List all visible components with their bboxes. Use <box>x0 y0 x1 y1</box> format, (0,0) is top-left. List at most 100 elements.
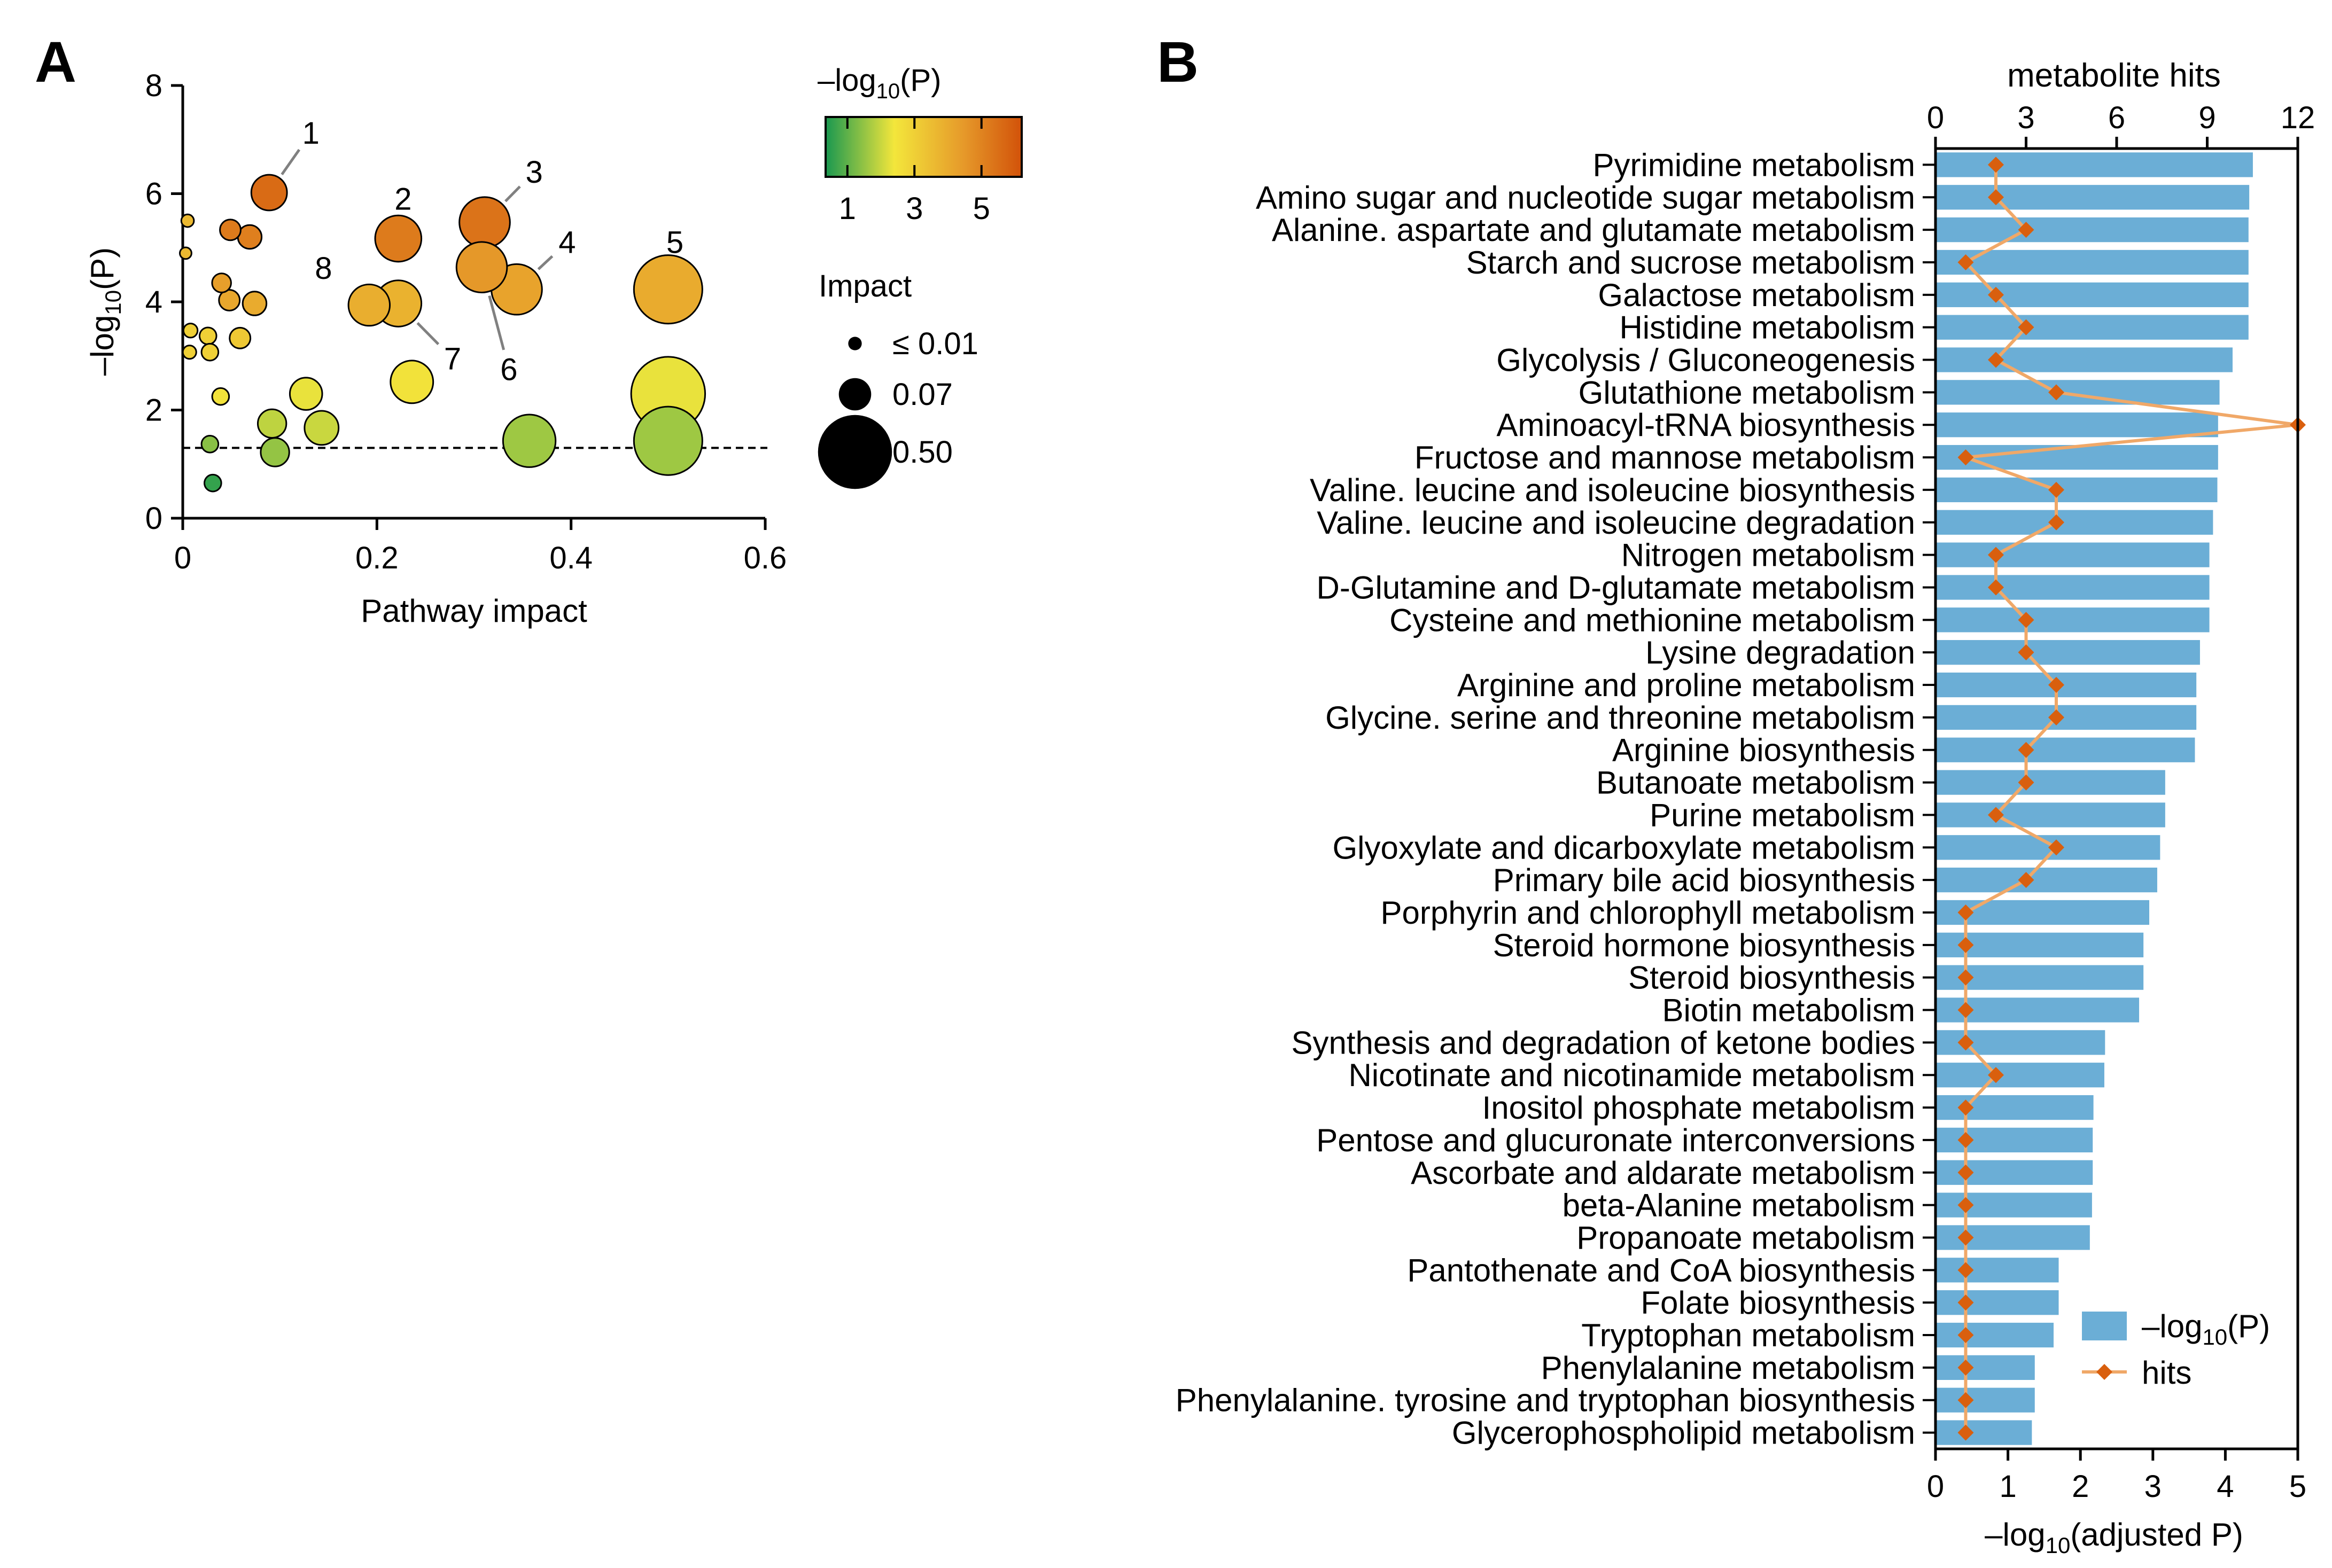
bar <box>1935 1258 2059 1283</box>
bottom-axis-title-main: –log <box>1985 1517 2045 1553</box>
category-label: Valine. leucine and isoleucine degradati… <box>1317 505 1915 541</box>
bubble-point <box>250 174 288 212</box>
bar <box>1935 249 2249 275</box>
bubble-point <box>347 283 391 327</box>
category-label: Lysine degradation <box>1645 635 1915 670</box>
hits-marker <box>1988 1067 2004 1083</box>
bar <box>1935 217 2249 243</box>
y-tick-label: 0 <box>145 501 162 536</box>
category-label: Phenylalanine metabolism <box>1541 1350 1915 1386</box>
hits-marker <box>2018 222 2034 238</box>
bar <box>1935 1290 2059 1315</box>
bar <box>1935 444 2218 470</box>
category-label: Propanoate metabolism <box>1576 1220 1915 1255</box>
hits-marker <box>1988 547 2004 563</box>
hits-marker <box>1957 1197 1974 1213</box>
bubble-point <box>211 387 230 406</box>
bar <box>1935 1063 2104 1088</box>
category-label: Nitrogen metabolism <box>1621 537 1915 573</box>
hits-marker <box>1988 807 2004 823</box>
bubble-point <box>179 246 192 260</box>
bottom-x-tick-label: 3 <box>2144 1469 2162 1504</box>
y-axis-title-suffix: (P) <box>84 247 120 290</box>
bar-chart-legend: –log10(P) hits <box>2082 1308 2270 1391</box>
y-tick-label: 2 <box>145 393 162 428</box>
colorbar-title: –log10(P) <box>818 63 941 103</box>
colorbar-tick-label: 1 <box>839 191 856 226</box>
x-tick-label: 0 <box>174 541 191 575</box>
annotation-label: 7 <box>444 341 461 376</box>
hits-marker <box>2018 742 2034 758</box>
category-label: Starch and sucrose metabolism <box>1466 245 1915 280</box>
category-label: Porphyrin and chlorophyll metabolism <box>1381 895 1916 931</box>
hits-marker <box>1957 1294 1974 1311</box>
category-label: Tryptophan metabolism <box>1581 1317 1915 1353</box>
bubble-point <box>455 241 508 294</box>
bubble-point <box>256 408 287 439</box>
y-axis-title: –log10(P) <box>84 247 126 376</box>
bar <box>1935 607 2210 633</box>
category-label: Inositol phosphate metabolism <box>1482 1090 1915 1126</box>
hits-marker <box>1988 579 2004 596</box>
category-label: Phenylalanine. tyrosine and tryptophan b… <box>1176 1383 1915 1418</box>
category-label: Amino sugar and nucleotide sugar metabol… <box>1256 180 1915 215</box>
colorbar-title-suffix: (P) <box>900 63 941 98</box>
category-label: Steroid biosynthesis <box>1628 960 1915 996</box>
hits-marker <box>2048 481 2064 498</box>
bar <box>1935 737 2195 762</box>
bar <box>1935 412 2218 438</box>
annotation-label: 6 <box>500 353 517 387</box>
category-label: Arginine biosynthesis <box>1612 732 1915 768</box>
legend-bar-swatch <box>2082 1312 2127 1340</box>
annotation-connector <box>537 255 554 270</box>
hits-marker <box>1957 1164 1974 1181</box>
x-tick-label: 0.6 <box>744 541 787 575</box>
category-label: Aminoacyl-tRNA biosynthesis <box>1496 407 1915 443</box>
bubble-point <box>390 360 434 404</box>
y-tick-label: 8 <box>145 68 162 103</box>
colorbar-tick-label: 5 <box>973 191 990 226</box>
legend-bar-label-suffix: (P) <box>2227 1308 2270 1344</box>
hits-marker <box>2018 319 2034 336</box>
annotation-label: 4 <box>558 225 576 260</box>
category-label: Arginine and proline metabolism <box>1457 667 1915 703</box>
bar <box>1935 282 2249 307</box>
top-x-tick-label: 6 <box>2108 100 2125 135</box>
x-axis-title: Pathway impact <box>361 593 587 629</box>
bubble-point <box>374 214 423 263</box>
bar <box>1935 640 2200 665</box>
top-x-tick-label: 3 <box>2017 100 2034 135</box>
legend-hits-marker <box>2096 1364 2112 1380</box>
bottom-x-tick-label: 2 <box>2072 1469 2089 1504</box>
category-label: D-Glutamine and D-glutamate metabolism <box>1317 570 1915 605</box>
category-label: Glycerophospholipid metabolism <box>1452 1415 1915 1451</box>
hits-marker <box>1988 157 2004 173</box>
category-label: Fructose and mannose metabolism <box>1414 440 1915 475</box>
hits-line <box>1963 165 2298 1433</box>
size-legend-label: ≤ 0.01 <box>892 326 978 361</box>
hits-marker <box>2018 872 2034 888</box>
bottom-axis-title: –log10(adjusted P) <box>1985 1517 2243 1558</box>
size-legend-label: 0.07 <box>892 377 953 412</box>
bar <box>1935 185 2250 210</box>
size-legend-circle <box>818 415 892 489</box>
hits-marker <box>1957 1392 1974 1408</box>
hits-marker <box>2048 709 2064 726</box>
bubble-point <box>182 322 199 339</box>
hits-marker <box>2018 644 2034 661</box>
category-label: Valine. leucine and isoleucine biosynthe… <box>1310 472 1915 508</box>
bar <box>1935 672 2197 698</box>
annotation-label: 5 <box>666 225 683 260</box>
bottom-x-tick-label: 4 <box>2217 1469 2234 1504</box>
y-tick-label: 4 <box>145 285 162 319</box>
annotation-label: 2 <box>394 182 411 217</box>
category-label: Cysteine and methionine metabolism <box>1389 602 1915 638</box>
colorbar-title-subscript: 10 <box>876 80 900 103</box>
bubble-point <box>211 272 232 293</box>
category-label: Purine metabolism <box>1650 797 1915 833</box>
bar <box>1935 868 2157 893</box>
bubble-chart-connectors <box>281 149 554 350</box>
x-tick-label: 0.4 <box>549 541 593 575</box>
legend-bar-label: –log10(P) <box>2142 1308 2270 1349</box>
